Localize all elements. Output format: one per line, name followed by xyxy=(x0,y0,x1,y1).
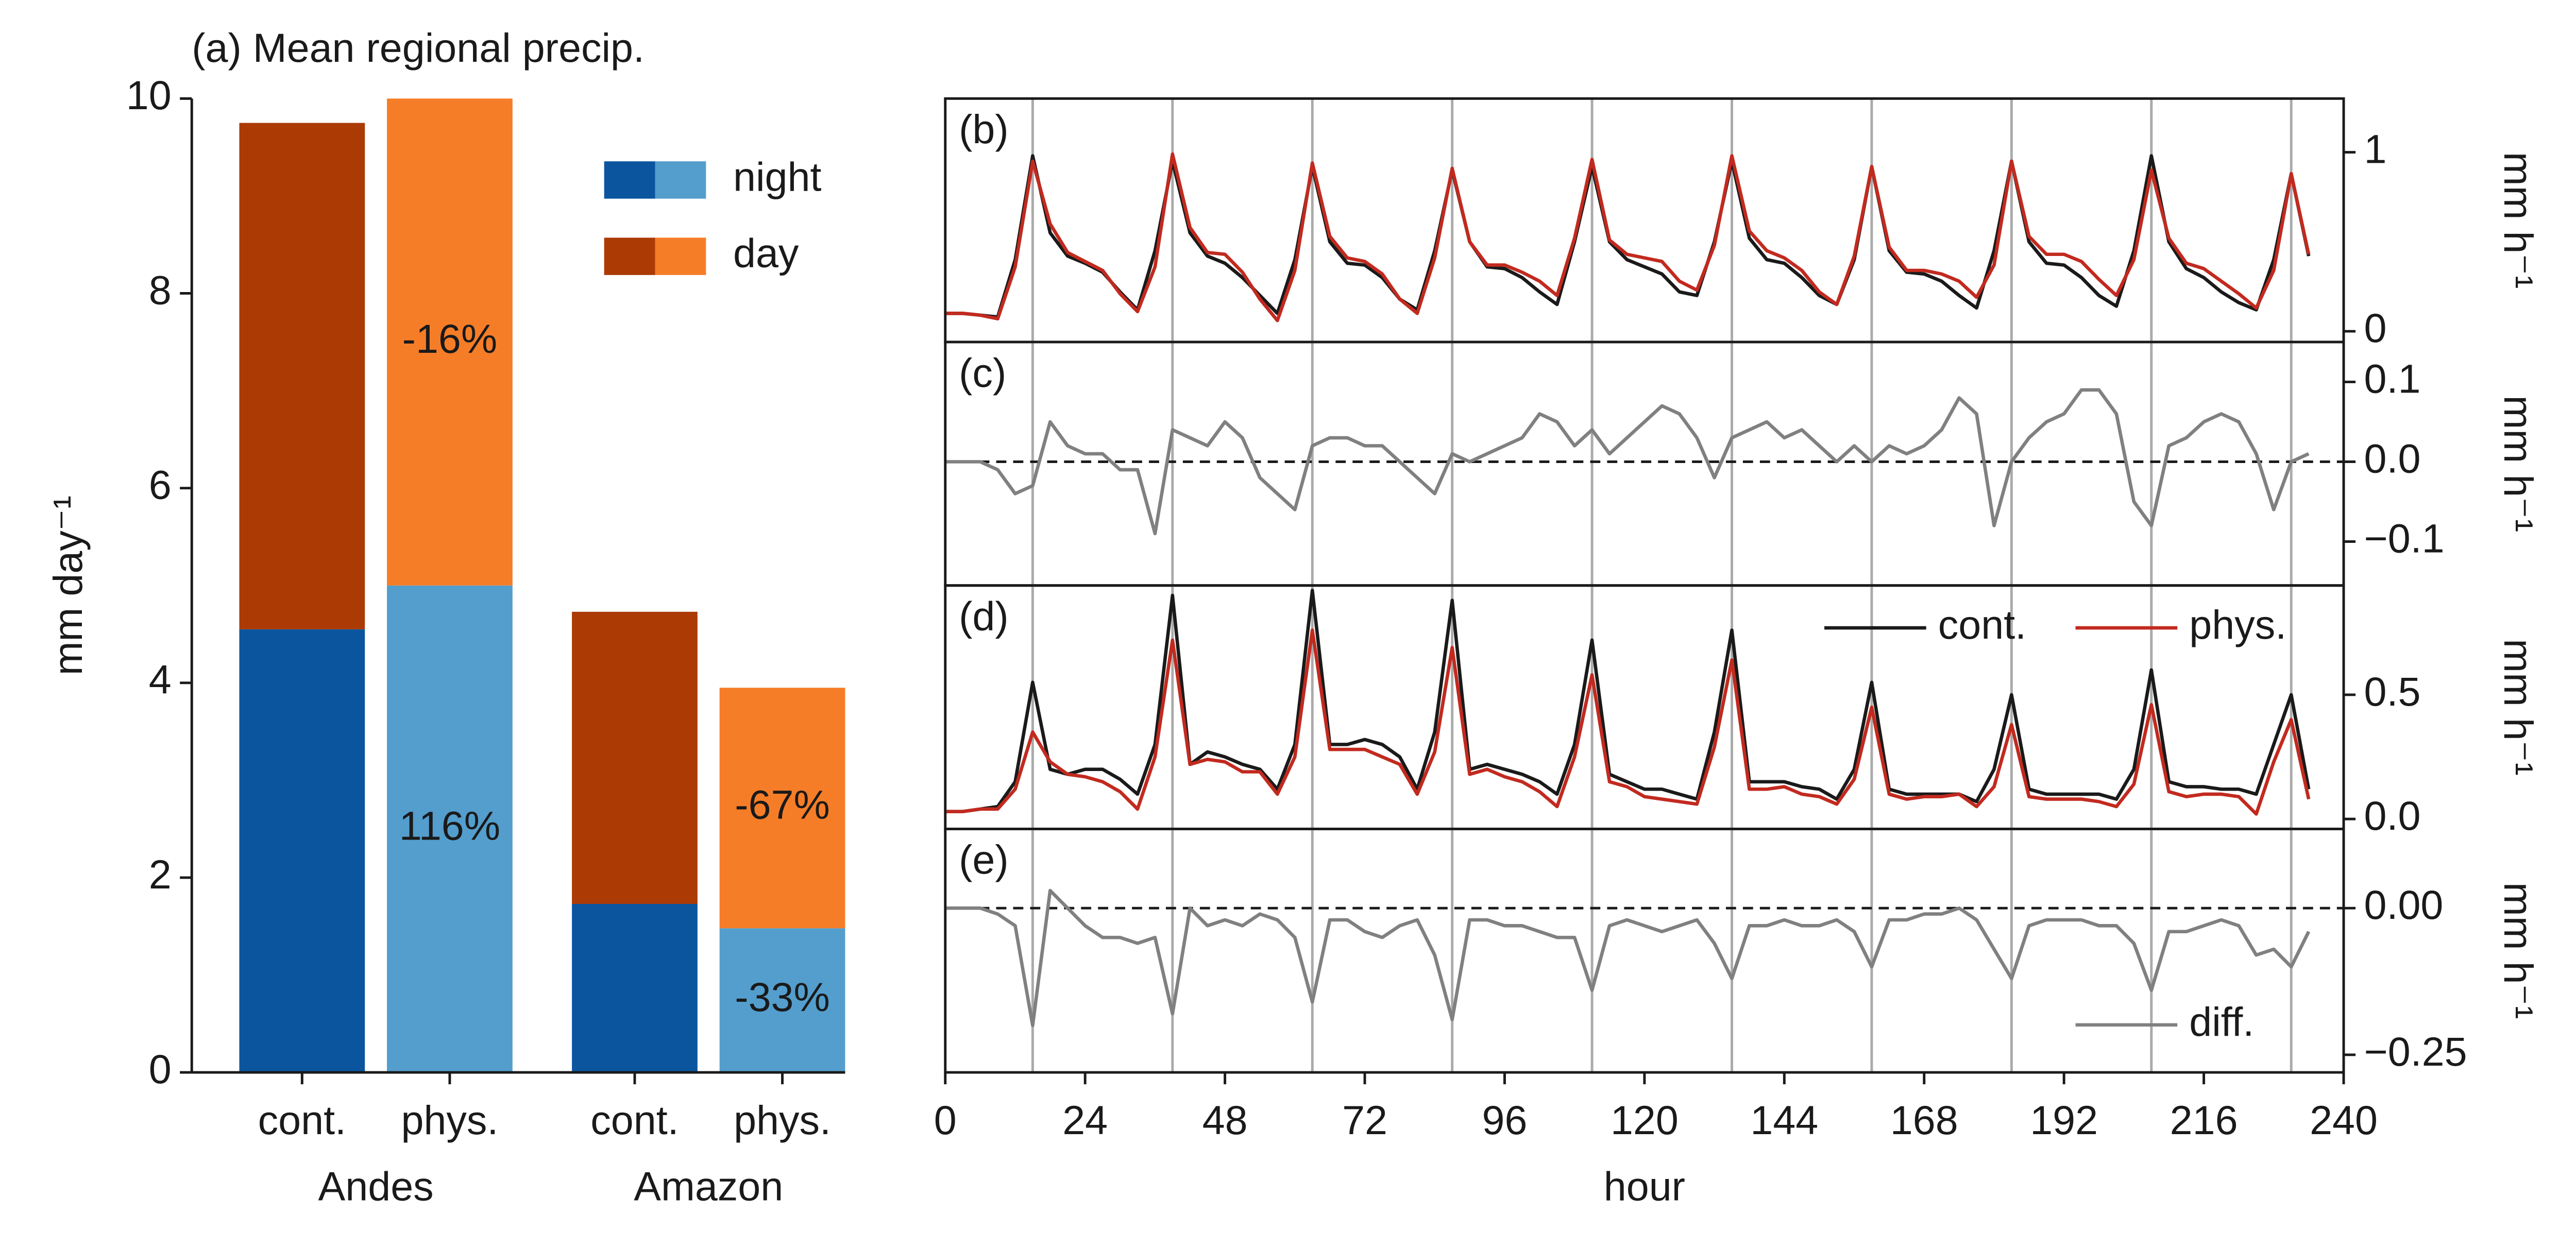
legend-label: day xyxy=(733,230,799,276)
legend-swatch xyxy=(655,237,706,275)
y-tick-label: 2 xyxy=(149,851,172,897)
y-tick-label: 10 xyxy=(126,72,172,118)
bar-segment xyxy=(387,585,513,1073)
legend-swatch xyxy=(604,237,655,275)
bar-annotation: 116% xyxy=(399,802,500,848)
y-tick-label: 0.1 xyxy=(2364,355,2421,401)
bar-segment xyxy=(387,98,513,586)
y-tick-label: 6 xyxy=(149,462,172,508)
bar-annotation: -67% xyxy=(735,782,830,828)
x-tick-label: cont. xyxy=(590,1097,679,1143)
legend-label: phys. xyxy=(2189,602,2286,647)
x-tick-label: 216 xyxy=(2170,1097,2238,1143)
x-tick-label: cont. xyxy=(258,1097,346,1143)
bar-segment xyxy=(239,629,365,1073)
x-tick-label: phys. xyxy=(734,1097,831,1143)
panel-label: (c) xyxy=(959,350,1006,396)
bar-segment xyxy=(719,928,845,1073)
x-tick-label: 0 xyxy=(934,1097,957,1143)
series-line xyxy=(945,589,2311,813)
y-axis-label: mm h⁻¹ xyxy=(2496,152,2541,289)
x-tick-label: 144 xyxy=(1750,1097,1818,1143)
x-tick-label: 168 xyxy=(1890,1097,1958,1143)
y-tick-label: −0.1 xyxy=(2364,515,2445,561)
x-tick-label: 24 xyxy=(1062,1097,1108,1143)
bar-segment xyxy=(572,904,698,1073)
legend-label: diff. xyxy=(2189,999,2254,1045)
x-tick-label: phys. xyxy=(401,1097,498,1143)
legend-swatch xyxy=(655,161,706,199)
x-tick-label: 192 xyxy=(2030,1097,2098,1143)
series-line xyxy=(945,152,2311,322)
y-tick-label: 0 xyxy=(149,1046,172,1092)
bar-annotation: -33% xyxy=(735,974,830,1020)
x-tick-label: 120 xyxy=(1611,1097,1679,1143)
group-label: Andes xyxy=(318,1163,434,1209)
x-axis-label: hour xyxy=(1604,1163,1685,1209)
bar-annotation: -16% xyxy=(402,316,498,362)
panel-label: (b) xyxy=(959,106,1009,152)
panel-label: (d) xyxy=(959,593,1009,639)
series-line xyxy=(945,628,2311,816)
y-axis-label: mm day⁻¹ xyxy=(45,495,91,675)
bar-segment xyxy=(239,123,365,629)
y-tick-label: 0.0 xyxy=(2364,793,2421,839)
chart-title: (a) Mean regional precip. xyxy=(192,25,645,71)
y-tick-label: 0.0 xyxy=(2364,435,2421,481)
series-line xyxy=(945,888,2311,1028)
y-tick-label: 0.5 xyxy=(2364,669,2421,714)
x-tick-label: 96 xyxy=(1482,1097,1527,1143)
y-tick-label: 1 xyxy=(2364,126,2387,172)
x-tick-label: 240 xyxy=(2310,1097,2378,1143)
y-axis-label: mm h⁻¹ xyxy=(2496,396,2541,533)
legend-label: cont. xyxy=(1938,602,2026,647)
y-axis-label: mm h⁻¹ xyxy=(2496,882,2541,1019)
bar-segment xyxy=(719,688,845,929)
x-tick-label: 48 xyxy=(1202,1097,1248,1143)
y-tick-label: 4 xyxy=(149,657,172,703)
panel-label: (e) xyxy=(959,836,1009,882)
y-axis-label: mm h⁻¹ xyxy=(2496,639,2541,776)
legend-swatch xyxy=(604,161,655,199)
y-tick-label: 0 xyxy=(2364,305,2387,351)
legend-label: night xyxy=(733,153,821,199)
y-tick-label: 0.00 xyxy=(2364,882,2444,928)
bar-segment xyxy=(572,611,698,904)
y-tick-label: −0.25 xyxy=(2364,1029,2467,1074)
x-tick-label: 72 xyxy=(1342,1097,1387,1143)
series-line xyxy=(945,388,2310,536)
group-label: Amazon xyxy=(634,1163,783,1209)
y-tick-label: 8 xyxy=(149,267,172,313)
